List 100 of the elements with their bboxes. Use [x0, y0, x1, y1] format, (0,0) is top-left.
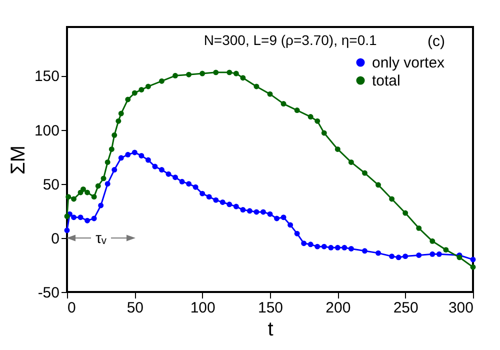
point: [166, 171, 172, 177]
y-axis-title: ΣM: [7, 145, 30, 175]
point: [254, 84, 260, 90]
point: [280, 214, 286, 220]
point: [200, 70, 206, 76]
legend-label: only vortex: [372, 54, 446, 72]
annotation: τᵥ: [96, 230, 107, 247]
point: [158, 167, 164, 173]
point: [138, 87, 144, 92]
point: [64, 228, 70, 234]
point: [321, 244, 327, 250]
y-tick-label: 150: [34, 68, 60, 86]
point: [389, 196, 395, 202]
point: [362, 170, 368, 176]
point: [152, 164, 158, 170]
point: [64, 214, 70, 220]
point: [206, 194, 212, 200]
point: [402, 254, 408, 260]
point: [145, 157, 151, 163]
point: [132, 150, 138, 156]
point: [116, 118, 122, 124]
point: [213, 70, 219, 76]
point: [376, 182, 382, 188]
point: [348, 246, 354, 252]
point: [226, 70, 232, 76]
point: [233, 204, 239, 210]
x-tick-label: 100: [190, 300, 216, 316]
point: [213, 197, 219, 203]
point: [220, 199, 226, 205]
point: [314, 244, 320, 250]
point: [226, 202, 232, 208]
point: [260, 209, 266, 215]
point: [240, 207, 246, 213]
point: [443, 247, 449, 253]
x-axis-title: t: [268, 318, 274, 340]
point: [125, 152, 131, 158]
point: [240, 75, 246, 81]
point: [436, 251, 442, 257]
point: [104, 181, 110, 187]
point: [308, 114, 314, 120]
y-tick-label: 100: [34, 122, 60, 140]
point: [389, 254, 395, 260]
point: [334, 244, 340, 250]
point: [267, 211, 273, 217]
point: [118, 110, 124, 116]
y-tick-label: -50: [38, 284, 60, 302]
point: [362, 248, 368, 254]
point: [179, 178, 185, 184]
y-tick-label: 0: [51, 230, 60, 248]
point: [334, 146, 340, 152]
point: [100, 176, 106, 182]
point: [470, 256, 476, 262]
legend-label: total: [372, 72, 400, 90]
point: [132, 90, 138, 96]
point: [78, 214, 84, 220]
point: [71, 196, 77, 202]
point: [71, 214, 77, 220]
point: [294, 230, 300, 236]
point: [294, 108, 300, 114]
x-tick-label: 300: [448, 300, 474, 316]
point: [138, 152, 144, 158]
chart-title: N=300, L=9 (ρ=3.70), η=0.1: [204, 32, 377, 48]
point: [80, 186, 86, 192]
point: [172, 72, 178, 78]
point: [84, 190, 90, 196]
point: [321, 130, 327, 136]
point: [402, 210, 408, 216]
point: [288, 222, 294, 228]
point: [186, 72, 192, 78]
point: [125, 96, 131, 102]
x-tick-label: 200: [326, 300, 351, 316]
point: [456, 254, 462, 260]
x-tick-label: 0: [68, 300, 76, 316]
point: [274, 216, 280, 222]
point: [328, 244, 334, 250]
point: [376, 250, 382, 256]
point: [416, 252, 422, 258]
point: [118, 155, 124, 161]
point: [104, 159, 110, 165]
point: [112, 167, 118, 173]
annotation: (c): [428, 33, 445, 50]
point: [84, 218, 90, 224]
x-tick-label: 250: [393, 300, 418, 316]
point: [66, 194, 72, 200]
point: [301, 240, 307, 246]
point: [192, 184, 198, 190]
point: [158, 78, 164, 84]
point: [314, 118, 320, 124]
point: [98, 202, 104, 208]
point: [470, 264, 476, 270]
point: [108, 146, 114, 152]
point: [430, 251, 436, 257]
x-tick-label: 150: [258, 300, 284, 316]
x-tick-label: 50: [126, 300, 144, 316]
point: [267, 91, 273, 97]
point: [233, 70, 239, 76]
point: [246, 208, 252, 214]
point: [200, 190, 206, 196]
point: [416, 225, 422, 231]
point: [280, 101, 286, 107]
